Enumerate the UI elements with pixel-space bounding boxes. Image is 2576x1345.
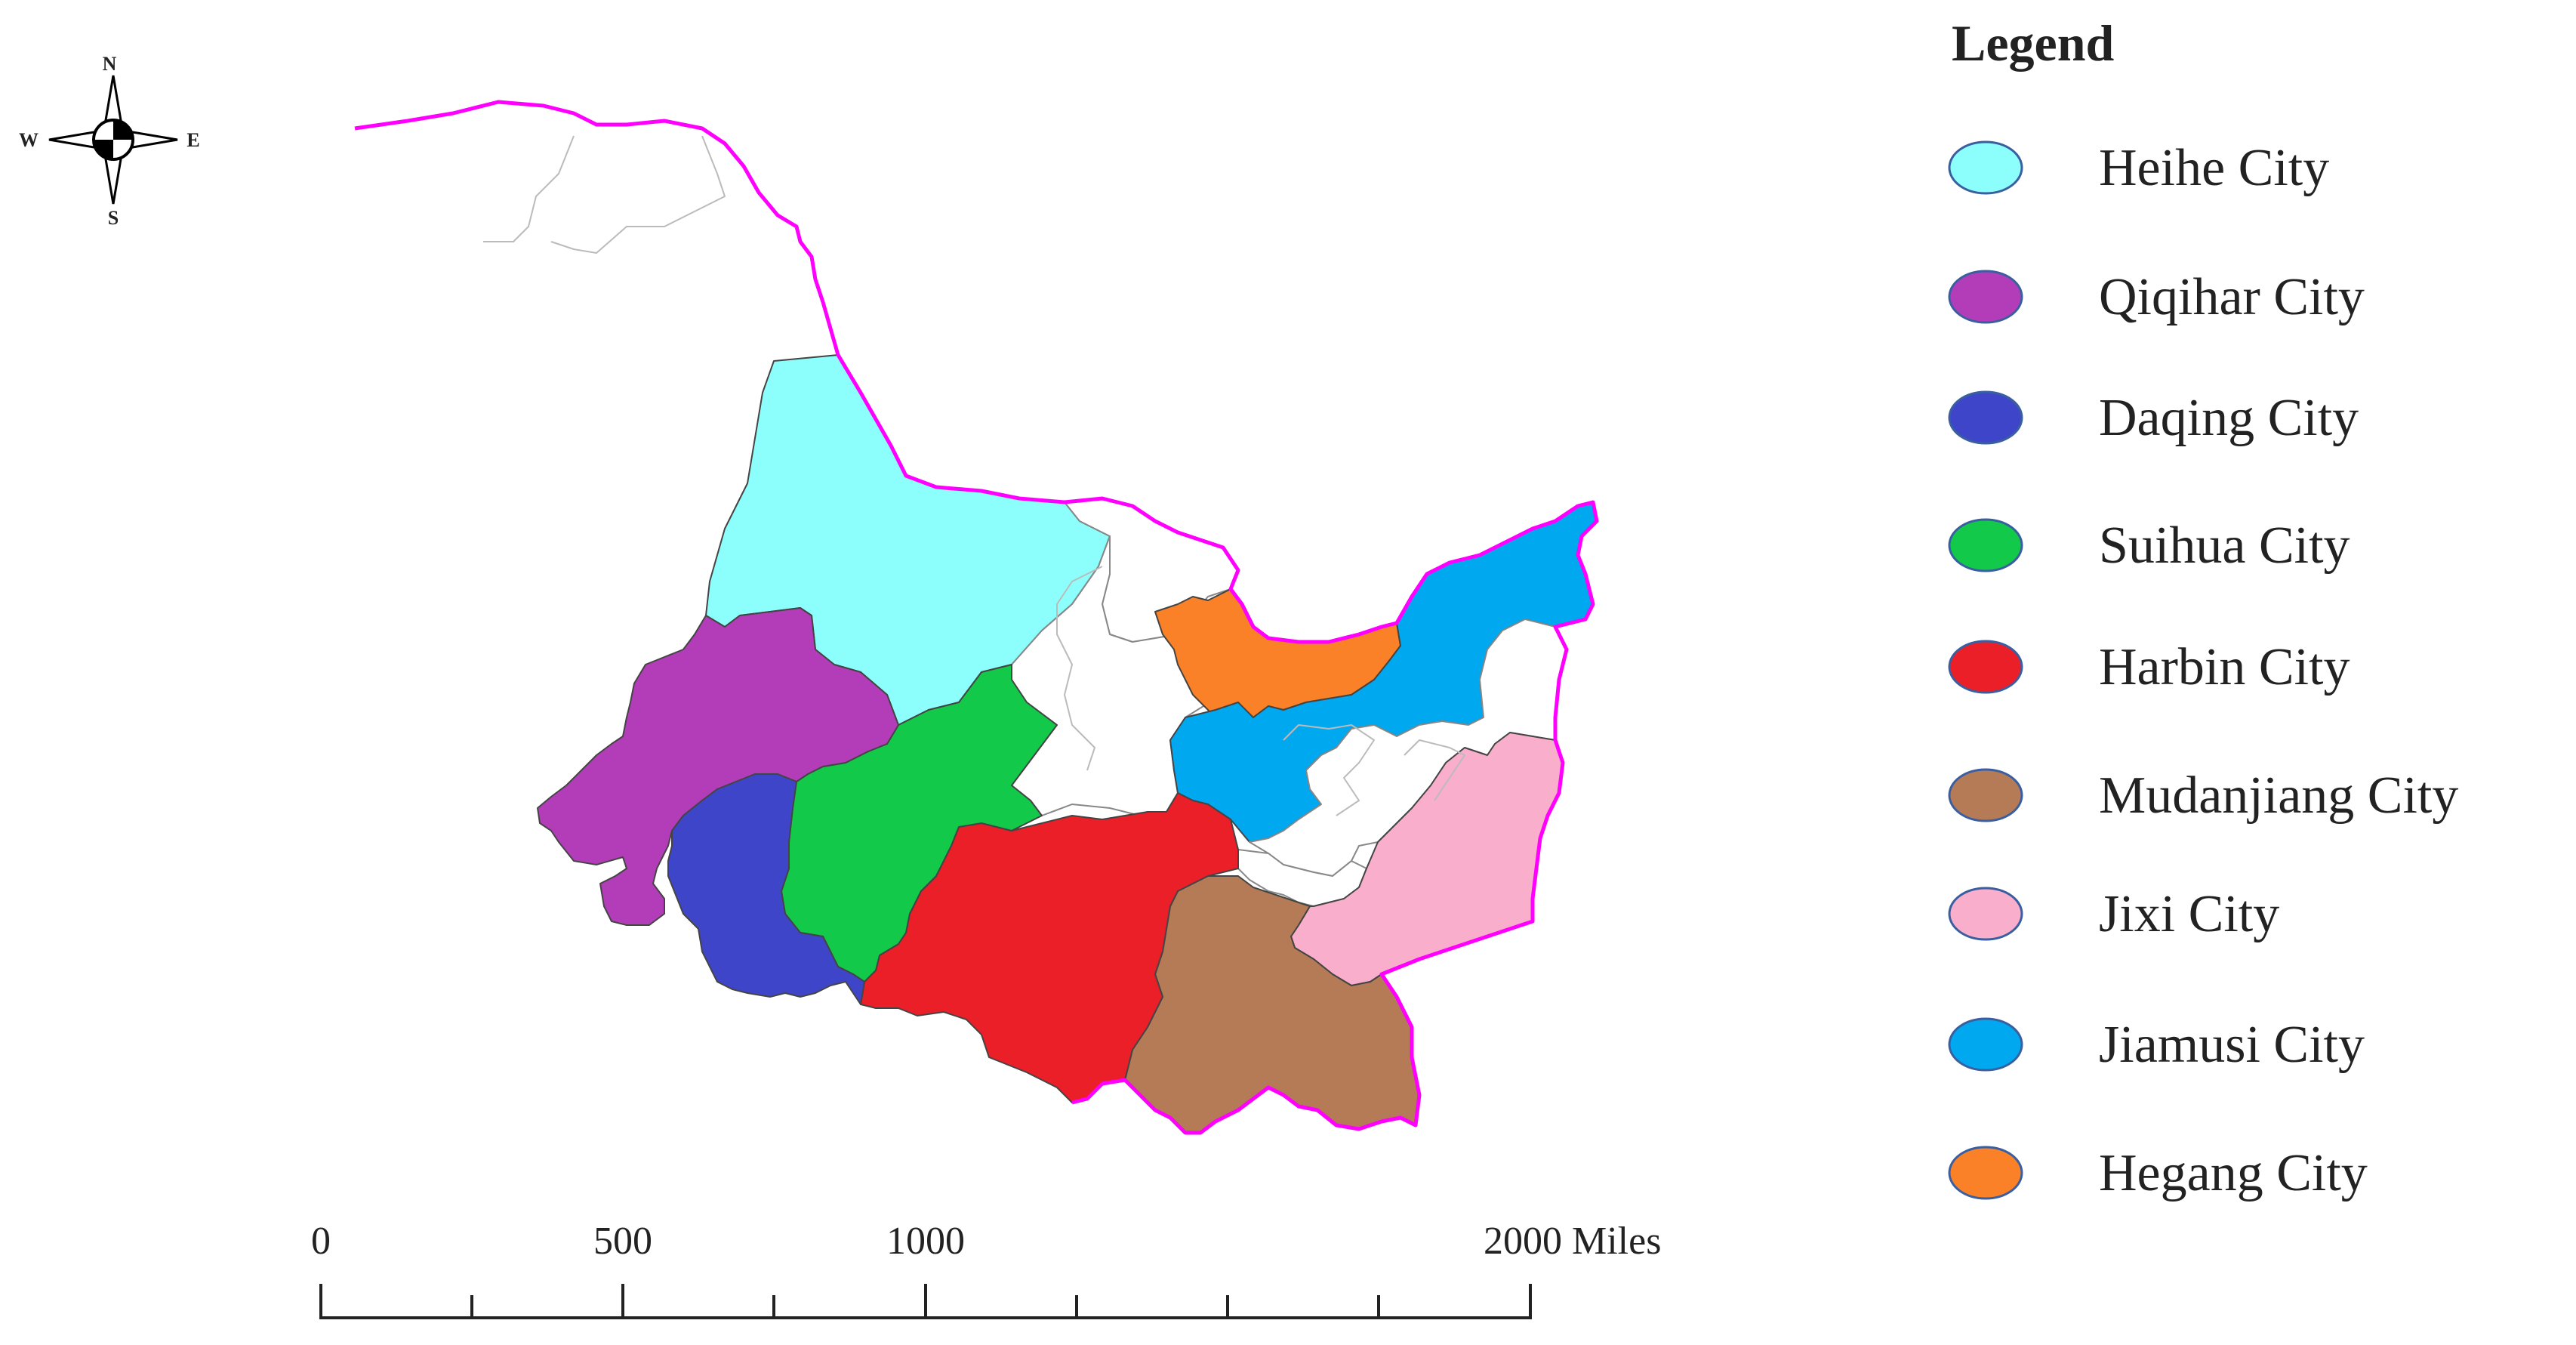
compass-n-label: N bbox=[103, 53, 117, 75]
legend-label: Suihua City bbox=[2099, 517, 2350, 575]
compass-w-label: W bbox=[19, 129, 39, 151]
legend-swatch-heihe bbox=[1948, 140, 2023, 195]
compass-s-label: S bbox=[108, 207, 119, 229]
legend-label: Jixi City bbox=[2099, 885, 2279, 943]
legend-label: Mudanjiang City bbox=[2099, 767, 2458, 825]
legend-label: Heihe City bbox=[2099, 139, 2329, 197]
legend-swatch-mudanjiang bbox=[1948, 768, 2023, 822]
compass-e-label: E bbox=[186, 129, 199, 151]
compass: N S E W bbox=[19, 53, 200, 229]
legend: Legend Heihe City Qiqihar City Daqing Ci… bbox=[1948, 14, 2458, 1202]
legend-label: Daqing City bbox=[2099, 389, 2359, 447]
legend-item: Harbin City bbox=[1948, 638, 2350, 696]
internal-boundaries bbox=[483, 135, 1465, 816]
legend-label: Harbin City bbox=[2099, 638, 2350, 696]
legend-label: Jiamusi City bbox=[2099, 1016, 2365, 1074]
legend-swatch-qiqihar bbox=[1948, 270, 2023, 324]
legend-label: Qiqihar City bbox=[2099, 268, 2365, 326]
region-daqing[interactable] bbox=[667, 773, 865, 1005]
province-outline bbox=[354, 100, 1599, 1135]
legend-item: Jiamusi City bbox=[1948, 1016, 2365, 1074]
legend-swatch-jixi bbox=[1948, 887, 2023, 941]
region-qiqihar[interactable] bbox=[537, 607, 899, 926]
legend-title: Legend bbox=[1952, 14, 2115, 72]
legend-item: Heihe City bbox=[1948, 139, 2329, 197]
legend-item: Mudanjiang City bbox=[1948, 767, 2458, 825]
scale-label-0: 0 bbox=[311, 1220, 331, 1263]
legend-item: Qiqihar City bbox=[1948, 268, 2365, 326]
region-daxinganling bbox=[351, 102, 838, 362]
legend-label: Hegang City bbox=[2099, 1144, 2368, 1202]
legend-item: Hegang City bbox=[1948, 1144, 2368, 1202]
scale-label-500: 500 bbox=[593, 1220, 652, 1263]
legend-item: Daqing City bbox=[1948, 389, 2359, 447]
legend-item: Jixi City bbox=[1948, 885, 2279, 943]
legend-swatch-suihua bbox=[1948, 518, 2023, 572]
scale-bar: 0 500 1000 2000 Miles bbox=[311, 1220, 1661, 1319]
legend-swatch-daqing bbox=[1948, 390, 2023, 445]
province-map bbox=[351, 100, 1599, 1135]
scale-label-2000: 2000 Miles bbox=[1484, 1220, 1661, 1263]
legend-swatch-hegang bbox=[1948, 1146, 2023, 1200]
scale-label-1000: 1000 bbox=[886, 1220, 965, 1263]
legend-item: Suihua City bbox=[1948, 517, 2350, 575]
legend-swatch-harbin bbox=[1948, 640, 2023, 694]
legend-swatch-jiamusi bbox=[1948, 1017, 2023, 1072]
